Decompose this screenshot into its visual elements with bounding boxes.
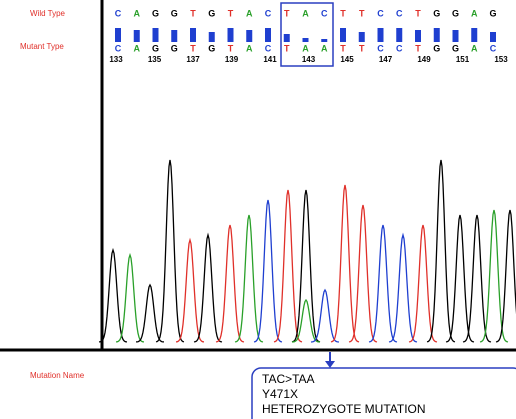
- quality-bar: [209, 32, 215, 42]
- mutant-base: C: [265, 43, 272, 53]
- position: 141: [263, 55, 277, 64]
- wild-base: G: [171, 8, 178, 18]
- quality-bar: [284, 34, 290, 42]
- wild-base: T: [415, 8, 421, 18]
- mutant-type-label: Mutant Type: [20, 42, 64, 51]
- mutation-line: TAC>TAA: [262, 372, 315, 386]
- position: 135: [148, 55, 162, 64]
- mutant-base: C: [396, 43, 403, 53]
- trace-peak: [427, 160, 455, 342]
- wild-base: T: [340, 8, 346, 18]
- quality-bar: [490, 32, 496, 42]
- quality-bar: [378, 28, 384, 42]
- trace-peak: [331, 185, 359, 342]
- mutant-base: C: [115, 43, 122, 53]
- trace-peak: [274, 190, 302, 342]
- trace-peak: [292, 190, 320, 342]
- mutant-base: G: [208, 43, 215, 53]
- mutant-base: T: [284, 43, 290, 53]
- wild-base: C: [396, 8, 403, 18]
- mutant-base: G: [452, 43, 459, 53]
- mutant-base: A: [321, 43, 328, 53]
- mutant-base: G: [152, 43, 159, 53]
- position: 149: [417, 55, 431, 64]
- quality-bar: [340, 28, 346, 42]
- wild-base: C: [321, 8, 328, 18]
- wild-base: C: [265, 8, 272, 18]
- quality-bar: [415, 30, 421, 42]
- position: 147: [379, 55, 393, 64]
- quality-bar: [453, 30, 459, 42]
- wild-base: G: [208, 8, 215, 18]
- position: 133: [109, 55, 123, 64]
- trace-peak: [235, 215, 263, 342]
- mutant-base: C: [377, 43, 384, 53]
- quality-bar: [396, 28, 402, 42]
- trace-peak: [156, 160, 184, 342]
- wild-base: G: [489, 8, 496, 18]
- pointer-head: [325, 361, 335, 368]
- mutant-base: A: [246, 43, 253, 53]
- mutant-base: C: [490, 43, 497, 53]
- wild-base: A: [302, 8, 309, 18]
- quality-bar: [321, 39, 327, 42]
- position: 137: [186, 55, 200, 64]
- position: 145: [340, 55, 354, 64]
- position: 143: [302, 55, 316, 64]
- quality-bar: [434, 28, 440, 42]
- wild-type-label: Wild Type: [30, 9, 66, 18]
- quality-bar: [153, 28, 159, 42]
- wild-base: C: [115, 8, 122, 18]
- trace-peak: [194, 235, 222, 342]
- wild-base: G: [433, 8, 440, 18]
- quality-bar: [134, 30, 140, 42]
- mutant-base: T: [415, 43, 421, 53]
- mutation-line: HETEROZYGOTE MUTATION: [262, 402, 426, 416]
- mutation-line: Y471X: [262, 387, 298, 401]
- mutant-base: T: [190, 43, 196, 53]
- wild-base: T: [284, 8, 290, 18]
- wild-base: C: [377, 8, 384, 18]
- mutant-base: G: [433, 43, 440, 53]
- mutant-base: T: [340, 43, 346, 53]
- trace-peak: [369, 225, 397, 342]
- quality-bar: [228, 28, 234, 42]
- trace-peaks: [99, 160, 516, 342]
- wild-base: T: [190, 8, 196, 18]
- quality-bar: [471, 28, 477, 42]
- wild-base: A: [246, 8, 253, 18]
- quality-bar: [171, 30, 177, 42]
- chromatogram-screenshot: Wild Type Mutant Type Mutation Name TAC>…: [0, 0, 516, 419]
- trace-peak: [176, 240, 204, 342]
- wild-base: G: [152, 8, 159, 18]
- quality-bar: [359, 32, 365, 42]
- quality-bar: [190, 28, 196, 42]
- quality-bar: [115, 28, 121, 42]
- mutation-name-label: Mutation Name: [30, 371, 85, 380]
- mutant-base: T: [359, 43, 365, 53]
- mutant-base: A: [302, 43, 309, 53]
- position: 139: [225, 55, 239, 64]
- mutant-base: G: [171, 43, 178, 53]
- mutant-base: A: [134, 43, 141, 53]
- mutant-base: A: [471, 43, 478, 53]
- mutant-base: T: [228, 43, 234, 53]
- quality-bar: [265, 28, 271, 42]
- quality-bar: [246, 30, 252, 42]
- trace-peak: [254, 200, 282, 342]
- trace-peak: [216, 225, 244, 342]
- trace-peak: [136, 285, 164, 342]
- wild-base: A: [134, 8, 141, 18]
- quality-bar: [303, 38, 309, 42]
- wild-base: T: [359, 8, 365, 18]
- wild-base: G: [452, 8, 459, 18]
- position: 153: [494, 55, 508, 64]
- wild-base: T: [228, 8, 234, 18]
- wild-base: A: [471, 8, 478, 18]
- position: 151: [456, 55, 470, 64]
- trace-peak: [389, 235, 417, 342]
